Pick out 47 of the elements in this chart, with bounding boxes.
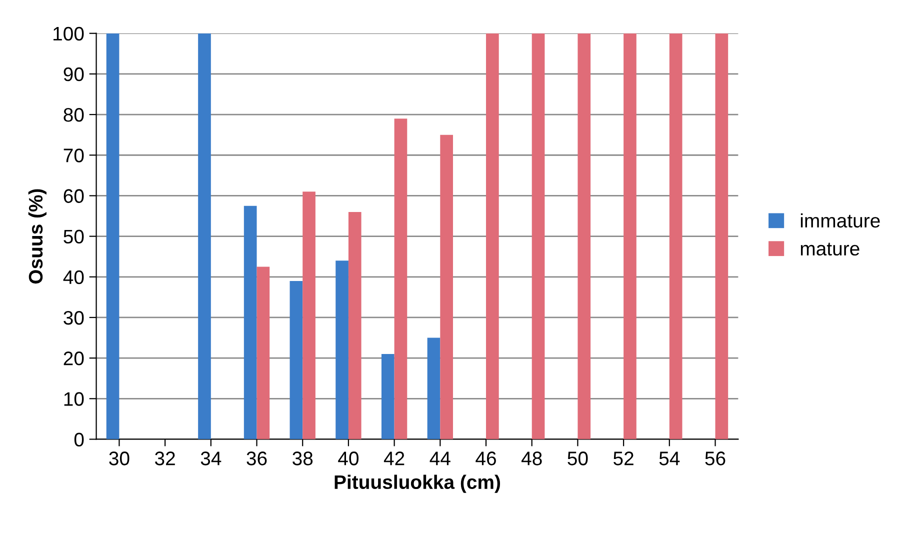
y-tick-label: 100 bbox=[54, 26, 84, 41]
y-tick-label: 90 bbox=[64, 67, 84, 82]
x-tick-label: 42 bbox=[384, 452, 404, 466]
legend-label: immature bbox=[800, 213, 880, 228]
bar bbox=[669, 33, 682, 440]
bar bbox=[106, 33, 120, 440]
x-tick-label: 48 bbox=[521, 452, 542, 466]
x-tick-label: 38 bbox=[292, 452, 313, 466]
bar bbox=[290, 280, 303, 440]
bar bbox=[715, 33, 728, 440]
y-tick-label: 20 bbox=[64, 352, 84, 366]
x-tick-label: 34 bbox=[200, 452, 222, 466]
bar bbox=[578, 33, 591, 440]
bar bbox=[532, 33, 545, 440]
x-tick-label: 30 bbox=[109, 452, 130, 466]
x-tick-label: 52 bbox=[614, 452, 634, 466]
x-tick-label: 56 bbox=[705, 452, 726, 466]
x-tick-label: 36 bbox=[246, 452, 267, 466]
y-tick-label: 10 bbox=[64, 392, 84, 406]
bar bbox=[244, 206, 257, 440]
x-tick-label: 50 bbox=[568, 452, 588, 466]
y-tick-label: 60 bbox=[64, 189, 84, 203]
bar bbox=[394, 118, 408, 440]
bar bbox=[440, 134, 453, 440]
y-tick-label: 50 bbox=[64, 230, 84, 244]
bar bbox=[381, 354, 394, 440]
x-tick-label: 32 bbox=[154, 452, 175, 466]
y-tick-label: 70 bbox=[64, 148, 84, 162]
x-tick-label: 40 bbox=[338, 452, 359, 466]
y-tick-label: 0 bbox=[74, 432, 84, 446]
y-axis-title: Osuus (%) bbox=[28, 189, 46, 284]
bar bbox=[336, 260, 348, 440]
bar bbox=[486, 33, 499, 440]
bar bbox=[198, 33, 211, 440]
bar bbox=[348, 212, 362, 440]
y-tick-label: 80 bbox=[64, 108, 84, 122]
x-tick-label: 46 bbox=[476, 452, 496, 466]
bar bbox=[624, 33, 636, 440]
x-axis-title: Pituusluokka (cm) bbox=[334, 474, 500, 493]
bar bbox=[302, 192, 316, 440]
x-tick-label: 54 bbox=[659, 452, 680, 466]
x-tick-label: 44 bbox=[430, 452, 450, 466]
y-tick-label: 40 bbox=[63, 270, 84, 284]
legend-label: mature bbox=[800, 242, 860, 256]
y-tick-label: 30 bbox=[64, 310, 84, 325]
bar bbox=[256, 266, 270, 440]
bar bbox=[427, 338, 440, 440]
